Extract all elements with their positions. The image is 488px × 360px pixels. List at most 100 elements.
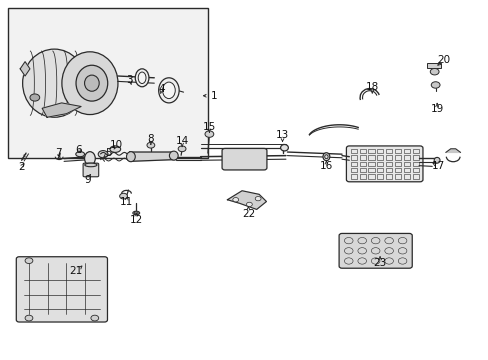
- Circle shape: [147, 142, 155, 148]
- Ellipse shape: [126, 152, 135, 162]
- Ellipse shape: [324, 155, 327, 159]
- Circle shape: [25, 258, 33, 264]
- Ellipse shape: [133, 211, 140, 215]
- Text: 23: 23: [373, 258, 386, 268]
- Bar: [403, 174, 409, 179]
- Polygon shape: [130, 152, 176, 161]
- Ellipse shape: [62, 52, 118, 114]
- Polygon shape: [227, 191, 266, 210]
- Bar: [376, 174, 383, 179]
- Bar: [412, 156, 418, 160]
- Text: 19: 19: [429, 104, 443, 114]
- Ellipse shape: [76, 65, 107, 101]
- Bar: [394, 174, 400, 179]
- Text: 2: 2: [18, 162, 24, 172]
- Circle shape: [255, 197, 261, 201]
- Circle shape: [178, 146, 185, 152]
- Bar: [359, 174, 365, 179]
- Polygon shape: [445, 149, 460, 152]
- Bar: [350, 162, 356, 166]
- Ellipse shape: [162, 82, 175, 99]
- Text: 16: 16: [319, 161, 332, 171]
- Bar: [403, 162, 409, 166]
- Text: 1: 1: [210, 91, 217, 101]
- Bar: [412, 168, 418, 172]
- Text: 18: 18: [365, 82, 378, 93]
- Ellipse shape: [84, 152, 95, 165]
- Bar: [412, 174, 418, 179]
- Circle shape: [246, 202, 252, 207]
- Bar: [367, 162, 374, 166]
- Bar: [376, 162, 383, 166]
- Circle shape: [430, 82, 439, 88]
- Bar: [376, 156, 383, 160]
- Ellipse shape: [323, 153, 329, 161]
- Circle shape: [25, 315, 33, 321]
- Text: 12: 12: [129, 215, 142, 225]
- Text: 22: 22: [241, 209, 255, 219]
- Circle shape: [120, 193, 127, 199]
- FancyBboxPatch shape: [222, 148, 266, 170]
- Bar: [359, 168, 365, 172]
- Bar: [376, 168, 383, 172]
- Ellipse shape: [110, 146, 121, 152]
- Bar: [403, 149, 409, 153]
- Ellipse shape: [158, 78, 179, 103]
- Ellipse shape: [134, 212, 138, 214]
- Polygon shape: [20, 62, 30, 76]
- Text: 3: 3: [126, 75, 133, 85]
- Text: 4: 4: [158, 84, 164, 94]
- Polygon shape: [42, 103, 81, 117]
- Bar: [394, 149, 400, 153]
- Bar: [412, 162, 418, 166]
- Bar: [8, 8, 207, 158]
- Text: 11: 11: [120, 197, 133, 207]
- Bar: [385, 149, 391, 153]
- Bar: [350, 156, 356, 160]
- Ellipse shape: [433, 157, 439, 163]
- Bar: [394, 156, 400, 160]
- Bar: [403, 156, 409, 160]
- FancyBboxPatch shape: [338, 233, 411, 268]
- Text: 14: 14: [175, 136, 188, 146]
- Circle shape: [30, 94, 40, 101]
- Bar: [385, 156, 391, 160]
- Bar: [350, 174, 356, 179]
- Bar: [350, 149, 356, 153]
- Bar: [367, 149, 374, 153]
- Ellipse shape: [76, 152, 84, 157]
- Bar: [385, 162, 391, 166]
- Text: 8: 8: [147, 134, 154, 144]
- Bar: [385, 174, 391, 179]
- Bar: [367, 174, 374, 179]
- Text: 7: 7: [55, 148, 61, 158]
- Ellipse shape: [135, 69, 149, 87]
- Ellipse shape: [84, 75, 99, 91]
- Bar: [394, 162, 400, 166]
- Text: 10: 10: [110, 140, 123, 150]
- Ellipse shape: [22, 49, 86, 117]
- Ellipse shape: [84, 163, 97, 167]
- Bar: [367, 168, 374, 172]
- Bar: [385, 168, 391, 172]
- FancyBboxPatch shape: [83, 163, 99, 177]
- Text: 9: 9: [84, 175, 91, 185]
- Text: 17: 17: [431, 161, 444, 171]
- Circle shape: [91, 315, 99, 321]
- Bar: [359, 149, 365, 153]
- Text: 15: 15: [203, 122, 216, 132]
- Ellipse shape: [280, 144, 288, 151]
- Bar: [359, 156, 365, 160]
- Bar: [427, 63, 440, 68]
- Text: 6: 6: [75, 144, 82, 154]
- Bar: [367, 156, 374, 160]
- Text: 20: 20: [436, 55, 449, 65]
- Ellipse shape: [169, 151, 178, 160]
- Circle shape: [232, 198, 238, 202]
- Bar: [350, 168, 356, 172]
- Text: 5: 5: [105, 148, 112, 158]
- Circle shape: [204, 131, 213, 137]
- Bar: [412, 149, 418, 153]
- Text: 21: 21: [69, 266, 83, 276]
- FancyBboxPatch shape: [346, 146, 422, 182]
